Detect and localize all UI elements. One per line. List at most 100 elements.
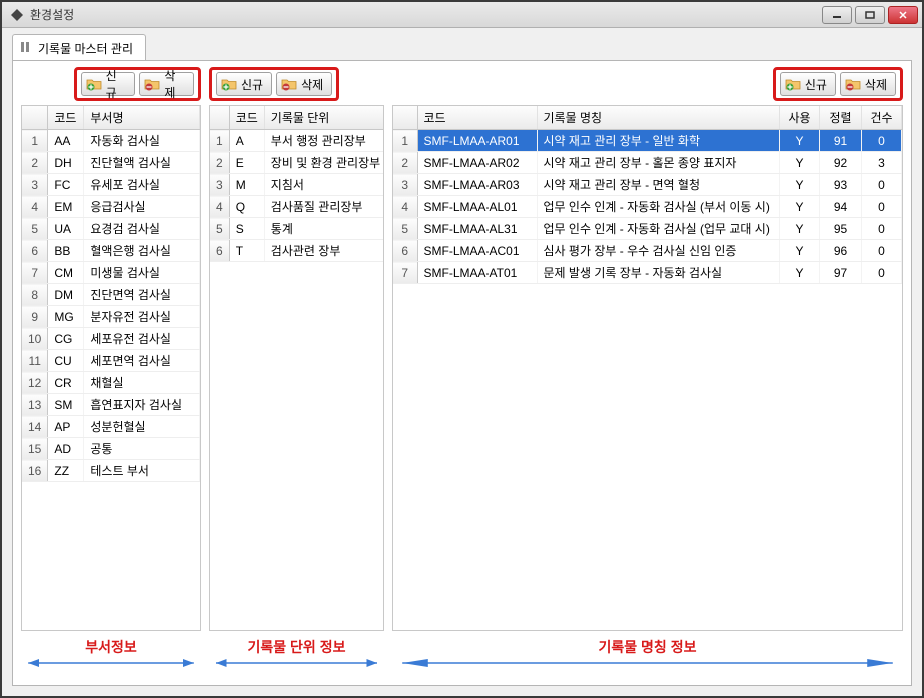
table-row[interactable]: 16ZZ테스트 부서 (22, 460, 200, 482)
records-delete-button[interactable]: 삭제 (840, 72, 896, 96)
table-row[interactable]: 1A부서 행정 관리장부 (210, 130, 384, 152)
cell: 유세포 검사실 (84, 174, 200, 196)
arrow-icon (21, 655, 201, 671)
cell: DH (48, 152, 84, 174)
unit-delete-button[interactable]: 삭제 (276, 72, 332, 96)
cell: CG (48, 328, 84, 350)
table-row[interactable]: 2E장비 및 환경 관리장부 (210, 152, 384, 174)
table-row[interactable]: 6BB혈액은행 검사실 (22, 240, 200, 262)
table-row[interactable]: 5S통계 (210, 218, 384, 240)
cell: EM (48, 196, 84, 218)
close-button[interactable] (888, 6, 918, 24)
cell: 채혈실 (84, 372, 200, 394)
table-row[interactable]: 3SMF-LMAA-AR03시약 재고 관리 장부 - 면역 혈청Y930 (393, 174, 902, 196)
table-row[interactable]: 4EM응급검사실 (22, 196, 200, 218)
cell: CM (48, 262, 84, 284)
table-row[interactable]: 2SMF-LMAA-AR02시약 재고 관리 장부 - 홀몬 종양 표지자Y92… (393, 152, 902, 174)
cell: SMF-LMAA-AR03 (417, 174, 537, 196)
table-row[interactable]: 13SM흡연표지자 검사실 (22, 394, 200, 416)
button-label: 삭제 (865, 76, 887, 93)
folder-new-icon (221, 77, 237, 91)
cell: BB (48, 240, 84, 262)
unit-grid[interactable]: 코드 기록물 단위 1A부서 행정 관리장부2E장비 및 환경 관리장부3M지침… (209, 105, 384, 631)
cell: 지침서 (264, 174, 384, 196)
cell: 세포유전 검사실 (84, 328, 200, 350)
col-sort[interactable]: 정렬 (820, 106, 862, 130)
table-row[interactable]: 8DM진단면역 검사실 (22, 284, 200, 306)
table-row[interactable]: 3FC유세포 검사실 (22, 174, 200, 196)
arrow-icon (392, 655, 903, 671)
table-row[interactable]: 7CM미생물 검사실 (22, 262, 200, 284)
dept-delete-button[interactable]: 삭제 (139, 72, 194, 96)
table-row[interactable]: 4SMF-LMAA-AL01업무 인수 인계 - 자동화 검사실 (부서 이동 … (393, 196, 902, 218)
records-toolbar-highlight: 신규 삭제 (773, 67, 903, 101)
cell: 응급검사실 (84, 196, 200, 218)
window-title: 환경설정 (30, 6, 822, 23)
row-number: 8 (22, 284, 48, 306)
row-number: 5 (22, 218, 48, 240)
dept-grid[interactable]: 코드 부서명 1AA자동화 검사실2DH진단혈액 검사실3FC유세포 검사실4E… (21, 105, 201, 631)
cell: AD (48, 438, 84, 460)
table-row[interactable]: 9MG분자유전 검사실 (22, 306, 200, 328)
unit-toolbar-highlight: 신규 삭제 (209, 67, 339, 101)
table-row[interactable]: 4Q검사품질 관리장부 (210, 196, 384, 218)
cell: Y (780, 262, 820, 284)
cell: DM (48, 284, 84, 306)
dept-new-button[interactable]: 신규 (81, 72, 136, 96)
maximize-button[interactable] (855, 6, 885, 24)
minimize-button[interactable] (822, 6, 852, 24)
col-name[interactable]: 부서명 (84, 106, 200, 130)
records-new-button[interactable]: 신규 (780, 72, 836, 96)
col-unit[interactable]: 기록물 단위 (264, 106, 384, 130)
row-number: 5 (210, 218, 229, 240)
dept-toolbar-highlight: 신규 삭제 (74, 67, 201, 101)
col-use[interactable]: 사용 (780, 106, 820, 130)
table-row[interactable]: 2DH진단혈액 검사실 (22, 152, 200, 174)
cell: 혈액은행 검사실 (84, 240, 200, 262)
table-row[interactable]: 3M지침서 (210, 174, 384, 196)
tab-master-management[interactable]: 기록물 마스터 관리 (12, 34, 146, 60)
cell: 성분헌혈실 (84, 416, 200, 438)
cell: SMF-LMAA-AT01 (417, 262, 537, 284)
table-row[interactable]: 6T검사관련 장부 (210, 240, 384, 262)
table-row[interactable]: 12CR채혈실 (22, 372, 200, 394)
cell: Y (780, 174, 820, 196)
cell: 미생물 검사실 (84, 262, 200, 284)
table-row[interactable]: 7SMF-LMAA-AT01문제 발생 기록 장부 - 자동화 검사실Y970 (393, 262, 902, 284)
row-number: 14 (22, 416, 48, 438)
arrow-icon (209, 655, 384, 671)
cell: 91 (820, 130, 862, 152)
table-row[interactable]: 6SMF-LMAA-AC01심사 평가 장부 - 우수 검사실 신임 인증Y96… (393, 240, 902, 262)
table-row[interactable]: 5UA요경검 검사실 (22, 218, 200, 240)
records-grid[interactable]: 코드 기록물 명칭 사용 정렬 건수 1SMF-LMAA-AR01시약 재고 관… (392, 105, 903, 631)
cell: 0 (862, 262, 902, 284)
table-row[interactable]: 10CG세포유전 검사실 (22, 328, 200, 350)
cell: 93 (820, 174, 862, 196)
folder-delete-icon (845, 77, 861, 91)
row-number: 1 (210, 130, 229, 152)
table-row[interactable]: 1AA자동화 검사실 (22, 130, 200, 152)
row-number: 4 (210, 196, 229, 218)
row-number: 5 (393, 218, 417, 240)
cell: SMF-LMAA-AR01 (417, 130, 537, 152)
unit-new-button[interactable]: 신규 (216, 72, 272, 96)
table-row[interactable]: 5SMF-LMAA-AL31업무 인수 인계 - 자동화 검사실 (업무 교대 … (393, 218, 902, 240)
col-code[interactable]: 코드 (229, 106, 264, 130)
table-row[interactable]: 1SMF-LMAA-AR01시약 재고 관리 장부 - 일반 화학Y910 (393, 130, 902, 152)
cell: SMF-LMAA-AL01 (417, 196, 537, 218)
dept-panel: 신규 삭제 코드 (21, 67, 201, 631)
row-number: 9 (22, 306, 48, 328)
row-number: 3 (393, 174, 417, 196)
table-row[interactable]: 14AP성분헌혈실 (22, 416, 200, 438)
cell: 시약 재고 관리 장부 - 면역 혈청 (537, 174, 780, 196)
col-code[interactable]: 코드 (417, 106, 537, 130)
cell: Q (229, 196, 264, 218)
col-title[interactable]: 기록물 명칭 (537, 106, 780, 130)
unit-annotation: 기록물 단위 정보 (209, 637, 384, 677)
table-row[interactable]: 15AD공통 (22, 438, 200, 460)
cell: 통계 (264, 218, 384, 240)
table-row[interactable]: 11CU세포면역 검사실 (22, 350, 200, 372)
cell: 부서 행정 관리장부 (264, 130, 384, 152)
col-code[interactable]: 코드 (48, 106, 84, 130)
col-count[interactable]: 건수 (862, 106, 902, 130)
